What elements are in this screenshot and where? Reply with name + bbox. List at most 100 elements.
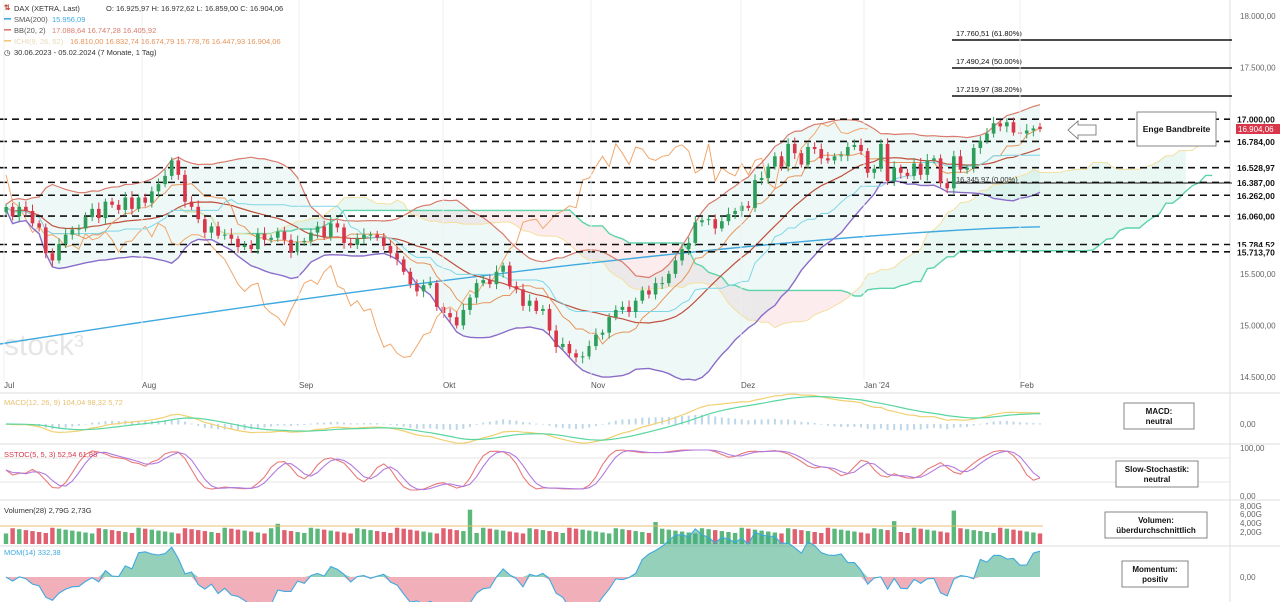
macd-histogram-bar xyxy=(276,424,279,426)
candle xyxy=(826,158,830,161)
cloud-segment xyxy=(416,210,424,220)
candle xyxy=(680,249,684,261)
macd-histogram-bar xyxy=(502,419,505,425)
macd-histogram-bar xyxy=(714,416,717,425)
volume-bar xyxy=(428,532,433,544)
macd-histogram-bar xyxy=(402,424,405,427)
candle xyxy=(70,229,75,235)
candle xyxy=(203,219,207,233)
candle xyxy=(819,149,824,159)
macd-histogram-bar xyxy=(130,421,133,425)
cloud-segment xyxy=(754,290,762,323)
level-label-bg xyxy=(1234,239,1280,250)
volume-bar xyxy=(136,527,141,544)
bollinger-fill xyxy=(6,104,1040,381)
candle xyxy=(322,226,326,237)
volume-bar xyxy=(945,532,950,544)
volume-bar xyxy=(388,532,393,544)
cloud-segment xyxy=(808,290,815,321)
volume-bar xyxy=(838,529,844,544)
volume-bar xyxy=(3,533,9,544)
candle xyxy=(925,160,930,175)
cloud-segment xyxy=(622,238,630,287)
volume-axis-label: 2,00G xyxy=(1240,528,1262,537)
volume-bar xyxy=(434,533,440,544)
candle xyxy=(421,285,426,292)
volume-bar xyxy=(30,531,35,544)
macd-histogram-bar xyxy=(455,424,458,430)
svg-text:neutral: neutral xyxy=(1144,475,1171,484)
candle xyxy=(448,313,452,318)
cloud-segment xyxy=(1179,150,1186,199)
candle xyxy=(24,206,28,211)
candle xyxy=(335,223,340,228)
candle xyxy=(560,343,565,348)
cloud-segment xyxy=(1066,169,1074,251)
time-axis: Jul Aug Sep Okt Nov Dez Jan '24 Feb xyxy=(3,0,1034,390)
cloud-segment xyxy=(357,197,364,211)
candle xyxy=(242,244,247,248)
volume-bar xyxy=(620,529,625,544)
macd-histogram-bar xyxy=(58,424,61,429)
cloud-segment xyxy=(933,223,941,268)
candle xyxy=(309,232,313,241)
volume-bar xyxy=(1031,532,1036,544)
sma200-line xyxy=(0,226,1041,345)
candle xyxy=(494,271,499,285)
ichimoku-cloud xyxy=(178,150,1186,328)
candle xyxy=(945,183,950,189)
candle xyxy=(640,290,645,301)
volume-bar xyxy=(971,530,976,544)
macd-histogram-bar xyxy=(707,415,710,425)
volume-bar xyxy=(315,528,320,544)
volume-bar xyxy=(865,533,870,544)
cloud-segment xyxy=(887,267,895,289)
macd-histogram-bar xyxy=(972,424,975,426)
volume-bar xyxy=(573,528,579,544)
candle xyxy=(83,217,88,229)
candle xyxy=(236,238,240,248)
stochastic-panel: SSTOC(5, 5, 3) 52,54 61,88 100,00 0,00 xyxy=(0,444,1265,501)
candle xyxy=(965,167,969,170)
momentum-negative-area xyxy=(6,577,1040,602)
volume-bar xyxy=(461,531,466,544)
momentum-line xyxy=(5,528,1041,602)
volume-bar xyxy=(10,528,15,544)
cloud-segment xyxy=(735,285,742,316)
volume-bar xyxy=(633,531,638,544)
volume-bar xyxy=(613,528,618,544)
candle xyxy=(806,146,810,165)
volume-bar xyxy=(421,531,426,544)
cloud-segment xyxy=(854,285,862,297)
cloud-segment xyxy=(310,218,318,229)
candle xyxy=(746,205,751,208)
price-axis-label: 15.500,00 xyxy=(1240,270,1276,279)
macd-panel: MACD(12, 26, 9) 104,04 98,32 5,72 0,00 xyxy=(4,393,1256,444)
level-label-bg xyxy=(1234,162,1280,173)
macd-histogram-bar xyxy=(899,424,902,431)
volume-bar xyxy=(732,532,738,544)
svg-text:Volumen:: Volumen: xyxy=(1138,516,1174,525)
cloud-segment xyxy=(615,236,623,280)
volume-bar xyxy=(779,533,784,544)
macd-histogram-bar xyxy=(661,417,664,425)
candle xyxy=(269,237,273,240)
candle xyxy=(905,172,910,176)
macd-histogram-bar xyxy=(787,419,790,425)
macd-histogram-bar xyxy=(793,420,796,425)
macd-histogram-bar xyxy=(674,416,677,425)
candle xyxy=(96,208,101,219)
macd-legend: MACD(12, 26, 9) 104,04 98,32 5,72 xyxy=(4,398,123,407)
candle xyxy=(766,166,771,178)
candle xyxy=(355,238,360,245)
volume-bar xyxy=(288,531,294,544)
candle xyxy=(865,151,870,173)
macd-histogram-bar xyxy=(555,424,558,428)
volume-bar xyxy=(819,532,824,544)
candle xyxy=(435,283,439,307)
annotation-stoch: Slow-Stochastik: neutral xyxy=(1115,460,1199,488)
indicator-lines xyxy=(0,104,1213,381)
macd-histogram-bar xyxy=(807,422,810,425)
cloud-segment xyxy=(1093,162,1100,251)
macd-histogram-bar xyxy=(840,424,843,427)
